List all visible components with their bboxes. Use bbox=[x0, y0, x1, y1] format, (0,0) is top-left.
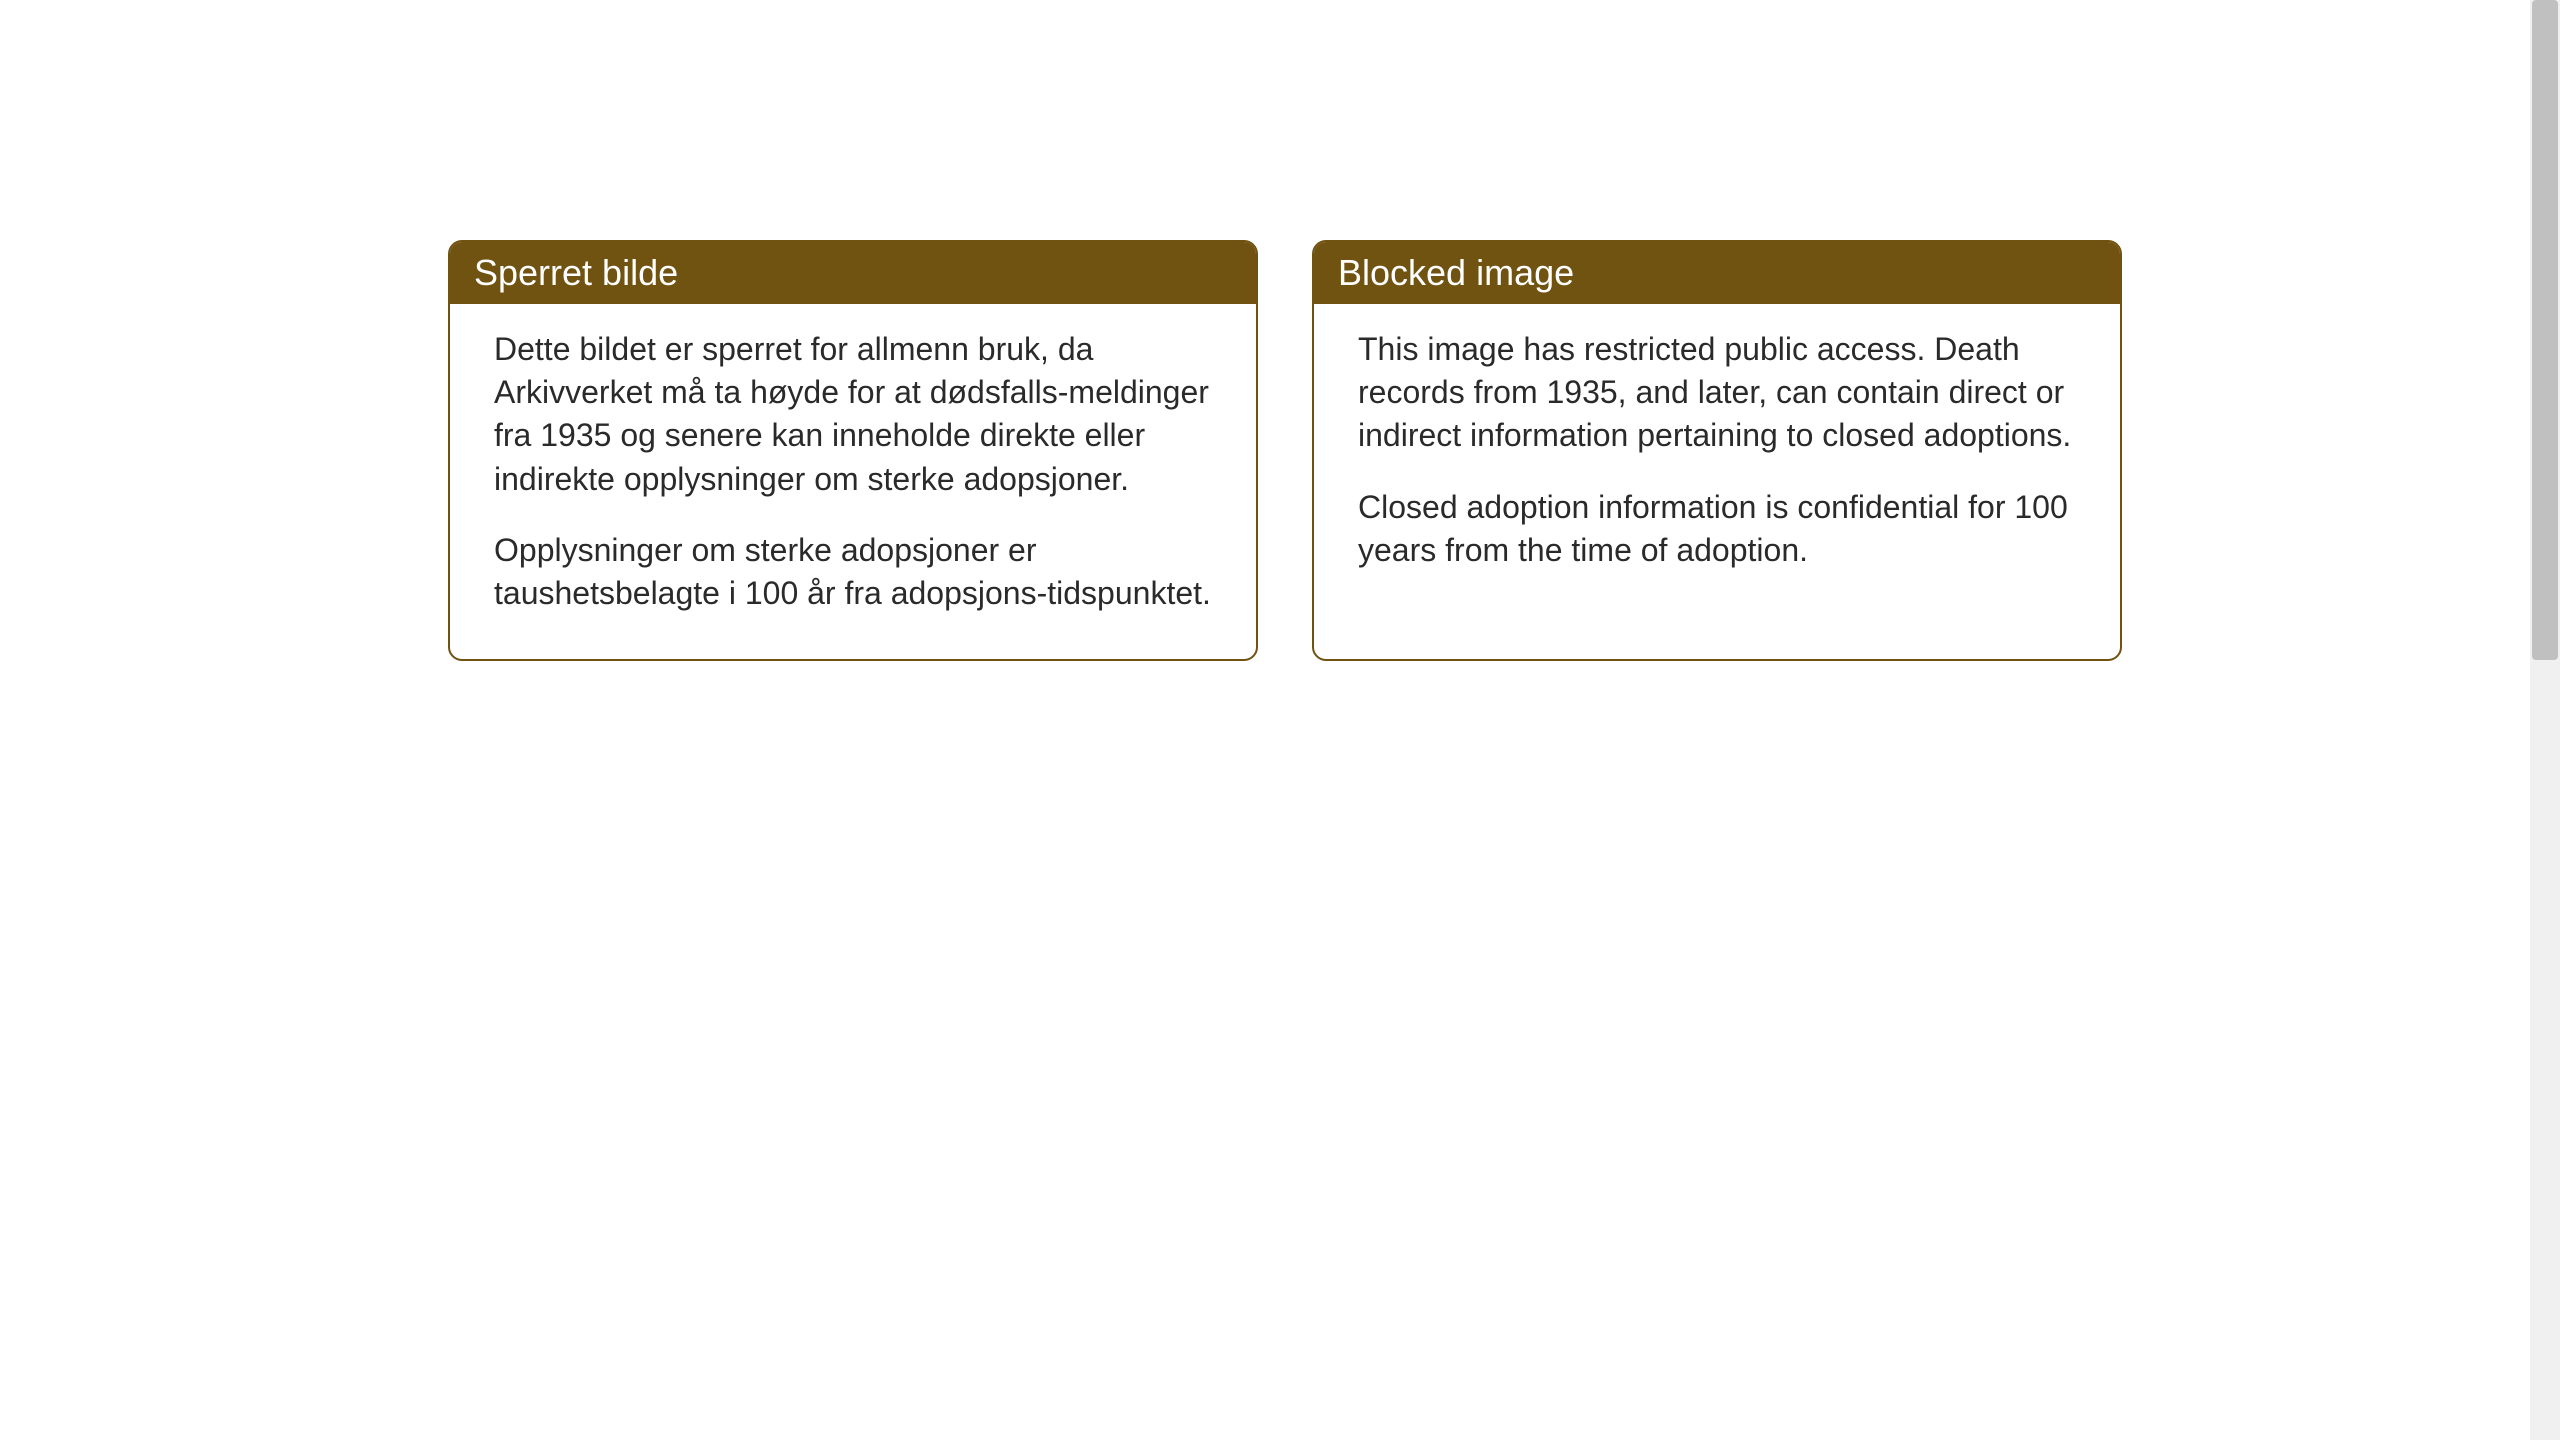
card-header: Sperret bilde bbox=[450, 242, 1256, 304]
card-title: Sperret bilde bbox=[474, 252, 678, 293]
vertical-scrollbar-thumb[interactable] bbox=[2532, 0, 2558, 660]
card-body: Dette bildet er sperret for allmenn bruk… bbox=[450, 304, 1256, 659]
card-paragraph: Opplysninger om sterke adopsjoner er tau… bbox=[494, 529, 1212, 615]
notice-cards-container: Sperret bilde Dette bildet er sperret fo… bbox=[448, 240, 2122, 661]
card-title: Blocked image bbox=[1338, 252, 1574, 293]
card-body: This image has restricted public access.… bbox=[1314, 304, 2120, 616]
notice-card-norwegian: Sperret bilde Dette bildet er sperret fo… bbox=[448, 240, 1258, 661]
card-paragraph: Closed adoption information is confident… bbox=[1358, 486, 2076, 572]
card-paragraph: This image has restricted public access.… bbox=[1358, 328, 2076, 458]
vertical-scrollbar-track[interactable] bbox=[2530, 0, 2560, 1440]
card-header: Blocked image bbox=[1314, 242, 2120, 304]
card-paragraph: Dette bildet er sperret for allmenn bruk… bbox=[494, 328, 1212, 501]
notice-card-english: Blocked image This image has restricted … bbox=[1312, 240, 2122, 661]
